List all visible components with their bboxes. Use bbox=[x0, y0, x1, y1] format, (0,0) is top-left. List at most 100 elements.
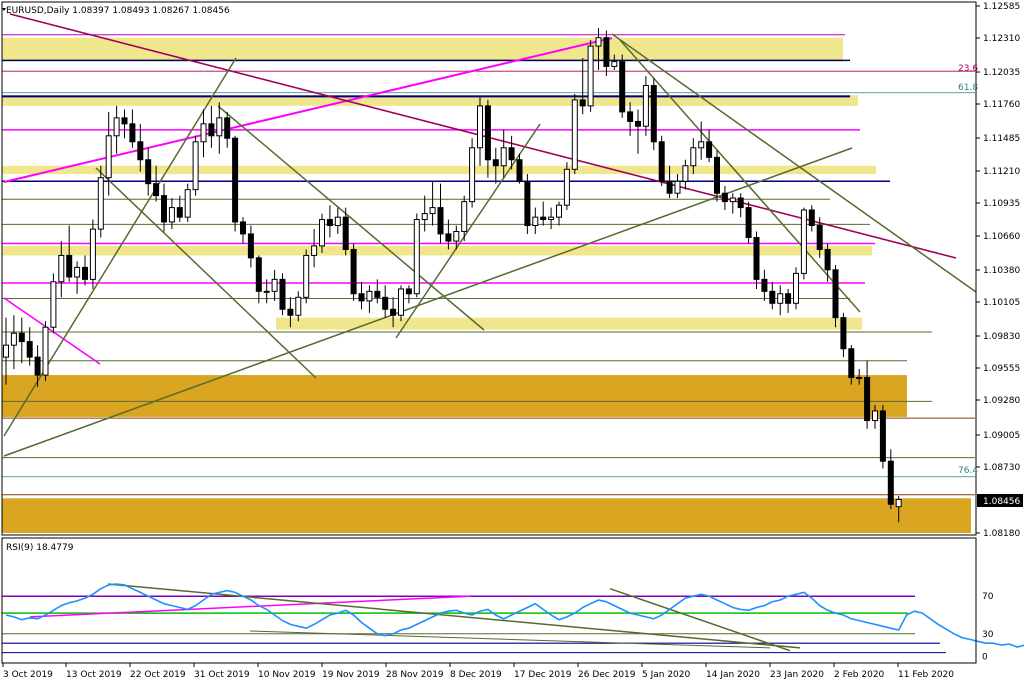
candle-body bbox=[374, 290, 381, 298]
candle-body bbox=[887, 460, 894, 505]
candle bbox=[287, 297, 294, 328]
candle-body bbox=[192, 141, 199, 191]
candle bbox=[492, 147, 499, 184]
candle bbox=[429, 181, 436, 226]
date-tick-label: 28 Nov 2019 bbox=[386, 670, 444, 680]
candle bbox=[390, 297, 397, 328]
date-tick-label: 17 Dec 2019 bbox=[514, 670, 572, 680]
symbol-header: EURUSD,Daily 1.08397 1.08493 1.08267 1.0… bbox=[6, 6, 230, 16]
candle-body bbox=[255, 257, 262, 292]
candle-body bbox=[879, 410, 886, 462]
candle bbox=[3, 317, 9, 385]
date-tick-label: 11 Feb 2020 bbox=[898, 670, 954, 680]
candle-body bbox=[129, 123, 136, 143]
candle-body bbox=[642, 85, 649, 127]
candle-body bbox=[176, 207, 183, 218]
candle bbox=[785, 288, 792, 313]
candle-body bbox=[121, 117, 128, 125]
candle bbox=[642, 75, 649, 136]
candle-body bbox=[864, 376, 871, 422]
candle-body bbox=[619, 61, 626, 113]
fib-label-61-8: 61.8 bbox=[958, 83, 978, 93]
candle bbox=[674, 174, 681, 199]
candle bbox=[74, 261, 81, 294]
candle-body bbox=[682, 165, 689, 182]
price-tick-label: 1.11210 bbox=[983, 167, 1020, 177]
candle bbox=[619, 54, 626, 118]
candle-body bbox=[295, 296, 302, 316]
current-price-label: 1.08456 bbox=[983, 497, 1020, 507]
candle-body bbox=[635, 120, 641, 127]
candle bbox=[26, 327, 33, 366]
candle bbox=[714, 150, 720, 202]
candle-body bbox=[769, 290, 776, 304]
rsi-panel-frame bbox=[1, 537, 977, 664]
candle-body bbox=[287, 308, 294, 316]
price-tick-label: 1.11760 bbox=[983, 100, 1020, 110]
candle bbox=[793, 267, 799, 310]
candle bbox=[66, 225, 73, 282]
candle-body bbox=[113, 117, 120, 137]
candle bbox=[832, 265, 839, 328]
candle-body bbox=[469, 147, 476, 203]
candle-body bbox=[484, 105, 491, 161]
current-price-box bbox=[977, 494, 1023, 507]
candle-body bbox=[532, 216, 539, 227]
candle-body bbox=[800, 209, 807, 274]
candle-body bbox=[145, 159, 152, 185]
candle-body bbox=[848, 348, 855, 378]
candle-body bbox=[840, 317, 847, 350]
candle bbox=[879, 404, 886, 469]
candle bbox=[706, 129, 713, 163]
candle-body bbox=[824, 248, 831, 271]
candle-body bbox=[74, 266, 81, 278]
candle bbox=[113, 105, 120, 154]
candle bbox=[208, 105, 215, 148]
support-zone-yellow bbox=[276, 317, 862, 330]
candle-body bbox=[666, 180, 673, 194]
trendline bbox=[3, 147, 853, 457]
candle-body bbox=[58, 254, 65, 283]
zone-layer bbox=[2, 37, 971, 533]
rsi-tick-label: 0 bbox=[982, 652, 988, 662]
candle bbox=[737, 193, 744, 218]
candle bbox=[398, 285, 404, 322]
price-tick-label: 1.09830 bbox=[983, 332, 1020, 342]
candle-body bbox=[508, 147, 515, 161]
date-tick-label: 5 Jan 2020 bbox=[642, 670, 690, 680]
candle-body bbox=[729, 197, 736, 203]
price-tick-label: 1.10380 bbox=[983, 266, 1020, 276]
rsi-tick-label: 70 bbox=[982, 592, 994, 602]
candle bbox=[374, 279, 381, 304]
candle bbox=[887, 449, 894, 510]
candle bbox=[145, 147, 152, 196]
date-tick-label: 13 Oct 2019 bbox=[66, 670, 122, 680]
candle-body bbox=[500, 147, 507, 167]
candle bbox=[319, 213, 325, 254]
candle bbox=[548, 207, 555, 230]
support-zone-gold-lower bbox=[2, 498, 971, 533]
candles-layer bbox=[3, 28, 902, 523]
candle bbox=[263, 279, 270, 304]
candle bbox=[200, 109, 207, 158]
candle bbox=[82, 255, 88, 286]
candle-body bbox=[382, 296, 389, 310]
candle-body bbox=[26, 341, 33, 358]
candle bbox=[658, 135, 665, 187]
price-tick-label: 1.12585 bbox=[983, 2, 1020, 12]
candle bbox=[121, 109, 128, 139]
candle bbox=[303, 249, 310, 304]
candle-body bbox=[690, 147, 697, 167]
trendline bbox=[395, 123, 541, 339]
candle-body bbox=[761, 278, 768, 292]
candle-body bbox=[816, 225, 823, 250]
fib-label-23-6: 23.6 bbox=[958, 64, 978, 74]
trendline bbox=[3, 297, 101, 365]
candle bbox=[271, 269, 278, 301]
candle bbox=[508, 135, 515, 170]
candle-body bbox=[777, 293, 784, 304]
candle-body bbox=[548, 216, 555, 221]
trendline bbox=[619, 39, 861, 313]
candle bbox=[192, 135, 199, 196]
candle bbox=[587, 40, 594, 112]
